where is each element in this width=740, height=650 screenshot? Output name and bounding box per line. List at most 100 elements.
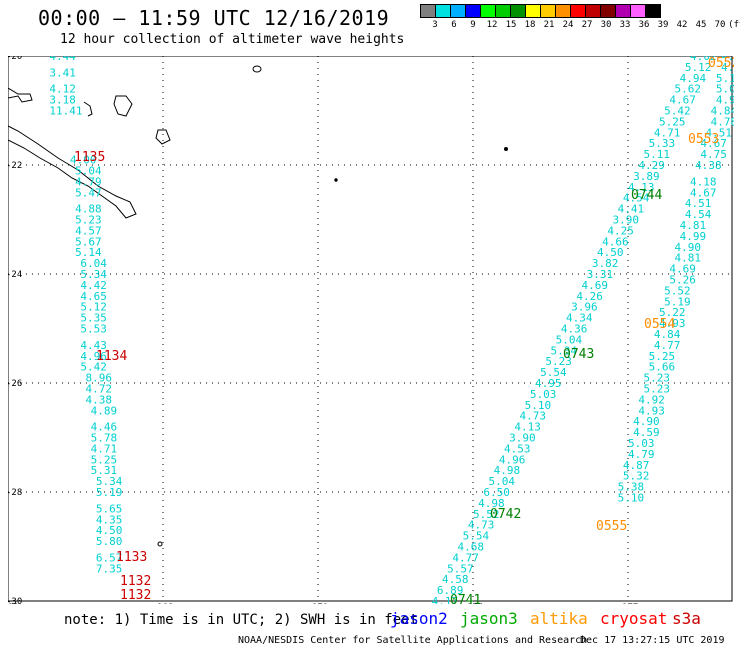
swh-value: 4.72 [86, 382, 113, 395]
swh-value: 4.38 [86, 393, 113, 406]
swh-value: 5.12 [80, 301, 107, 314]
swh-value: 4.34 [566, 312, 593, 325]
swh-value: 4.99 [680, 230, 707, 243]
walpole-island-outline [252, 65, 262, 73]
scale-label: 3 [432, 20, 438, 30]
swh-value: 4.76 [721, 61, 734, 74]
swh-value: 4.90 [675, 241, 702, 254]
swh-value: 4.73 [468, 519, 495, 532]
swh-value: 4.93 [659, 317, 686, 330]
swh-value: 5.23 [644, 382, 671, 395]
color-scale [420, 4, 661, 18]
swh-value: 4.93 [638, 404, 665, 417]
swh-value: 4.71 [721, 56, 734, 63]
swh-value: 4.38 [695, 159, 722, 172]
swh-value: 4.84 [654, 328, 681, 341]
swh-value: 6.04 [80, 257, 107, 270]
scale-label: 24 [562, 20, 574, 30]
swh-value: 3.90 [509, 432, 535, 445]
swh-value: 4.96 [80, 350, 107, 363]
scale-swatch [600, 4, 616, 18]
scale-swatch [435, 4, 451, 18]
lon-tick-label: 177 [622, 603, 638, 604]
swh-value: 4.46 [91, 421, 118, 434]
swh-value: 5.11 [644, 148, 671, 161]
swh-value: 5.25 [659, 115, 686, 128]
swh-value: 4.93 [716, 94, 734, 107]
swh-value: 5.08 [716, 83, 734, 96]
swh-value: 5.33 [649, 137, 676, 150]
scale-swatch [450, 4, 466, 18]
pass-time-label: 0742 [490, 507, 521, 522]
swh-value: 5.38 [618, 481, 645, 494]
scale-label: 36 [638, 20, 650, 30]
swh-value: 4.18 [690, 175, 717, 188]
pass-time-label: 1133 [116, 550, 147, 565]
scale-label: 6 [451, 20, 457, 30]
swh-value: 5.66 [649, 361, 676, 374]
swh-value: 5.34 [96, 475, 123, 488]
scale-label: 15 [505, 20, 517, 30]
swh-value: 5.23 [75, 214, 102, 227]
swh-value: 5.19 [664, 295, 691, 308]
small-islet-outline [334, 178, 338, 182]
pass-time-label: 1132 [120, 574, 151, 589]
pass-time-label: 0743 [563, 347, 594, 362]
swh-value: 5.54 [540, 366, 567, 379]
scale-swatch [525, 4, 541, 18]
new-caledonia-outline [8, 125, 137, 219]
scale-label: 9 [470, 20, 476, 30]
scale-swatch [465, 4, 481, 18]
satellite-name: jason3 [460, 609, 518, 628]
mare-outline [155, 129, 171, 145]
swh-value: 5.32 [623, 470, 650, 483]
lat-tick-label: -22 [8, 161, 22, 171]
chart-subtitle: 12 hour collection of altimeter wave hei… [60, 32, 405, 47]
swh-value: 5.42 [80, 361, 107, 374]
swh-value: 6.89 [437, 584, 464, 597]
swh-value: 3.96 [571, 301, 598, 314]
swh-value: 4.67 [690, 186, 717, 199]
swh-value: 5.54 [463, 530, 490, 543]
swh-value: 3.82 [592, 257, 619, 270]
swh-value: 7.35 [96, 562, 123, 575]
swh-value: 5.52 [664, 284, 691, 297]
swh-value: 4.25 [607, 224, 634, 237]
scale-label: 42 [676, 20, 688, 30]
scale-swatch [510, 4, 526, 18]
swh-value: 3.90 [613, 214, 640, 227]
swh-value: 4.87 [623, 459, 650, 472]
swh-value: 4.68 [458, 541, 485, 554]
swh-value: 4.00 [70, 154, 97, 167]
satellite-name: cryosat [600, 609, 668, 628]
swh-value: 4.42 [80, 279, 107, 292]
swh-value: 4.90 [633, 415, 660, 428]
swh-value: 5.31 [91, 464, 118, 477]
swh-value: 4.53 [504, 442, 531, 455]
pass-time-label: 1135 [74, 150, 105, 165]
swh-value: 4.51 [706, 126, 733, 139]
scale-swatch [540, 4, 556, 18]
swh-value: 4.73 [520, 410, 547, 423]
swh-value: 4.36 [561, 323, 588, 336]
swh-value: 5.19 [96, 486, 123, 499]
scale-label: 21 [543, 20, 555, 30]
swh-value: 4.81 [675, 252, 702, 265]
swh-value: 5.14 [75, 246, 102, 259]
scale-label: (ft) [728, 20, 740, 30]
lat-tick-label: -30 [8, 597, 22, 604]
swh-value: 4.54 [623, 192, 650, 205]
scale-swatch [420, 4, 436, 18]
lat-tick-label: -26 [8, 379, 22, 389]
swh-value: 4.57 [75, 224, 102, 237]
swh-value: 5.26 [669, 273, 696, 286]
swh-value: 4.96 [499, 453, 526, 466]
swh-value: 5.10 [618, 491, 645, 504]
scale-swatch [555, 4, 571, 18]
swh-value: 4.54 [685, 208, 712, 221]
swh-value: 5.35 [80, 312, 107, 325]
scale-swatch [645, 4, 661, 18]
scale-swatch [615, 4, 631, 18]
swh-value: 4.17 [432, 595, 459, 604]
lat-tick-label: -28 [8, 488, 22, 498]
